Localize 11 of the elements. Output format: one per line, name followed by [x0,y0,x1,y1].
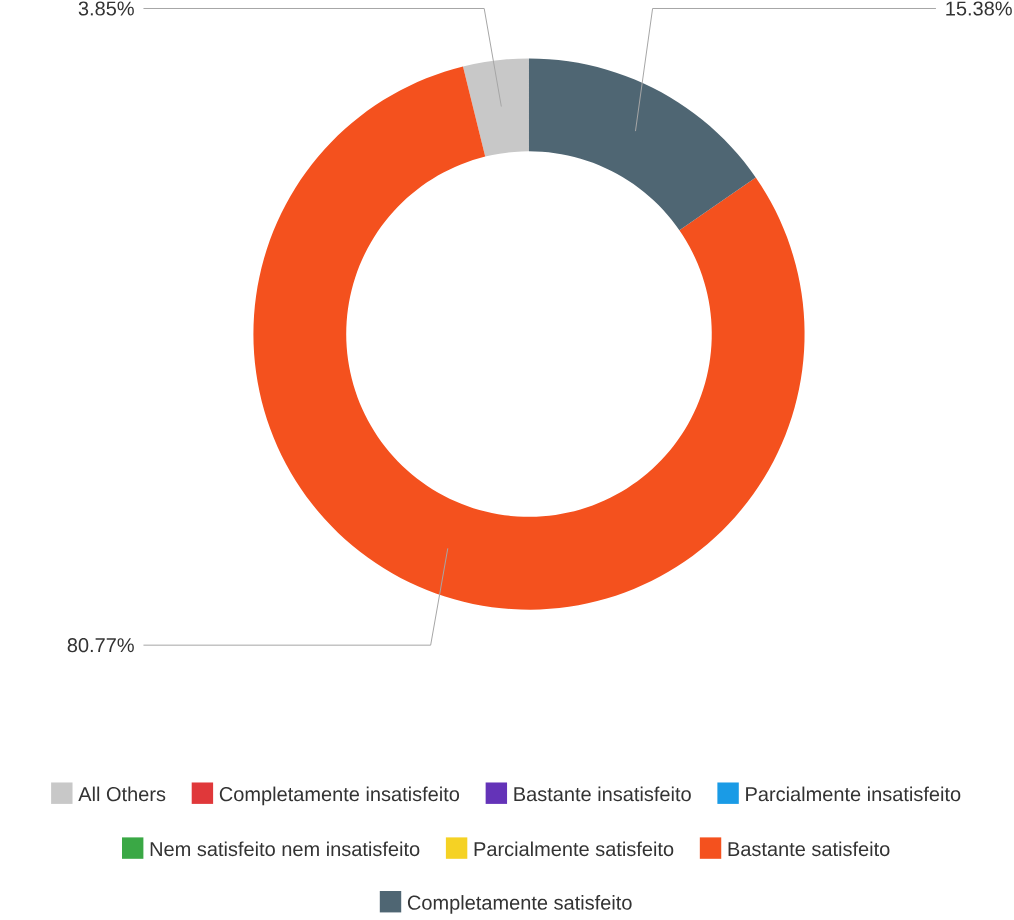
legend-label: Parcialmente satisfeito [474,841,674,856]
legend-label: Completamente satisfeito [407,894,632,914]
legend-label: Parcialmente insatisfeito [746,786,961,802]
legend-label: Bastante satisfeito [728,841,890,856]
legend-label: Bastante insatisfeito [514,786,691,802]
legend-label: All Others [78,786,166,802]
data-label: 3.85% [78,1,134,16]
legend-label: Nem satisfeito nem insatisfeito [150,841,420,856]
data-label: 15.38% [946,1,1012,16]
legend-label: Completamente insatisfeito [219,786,460,805]
data-label: 80.77% [67,637,134,653]
